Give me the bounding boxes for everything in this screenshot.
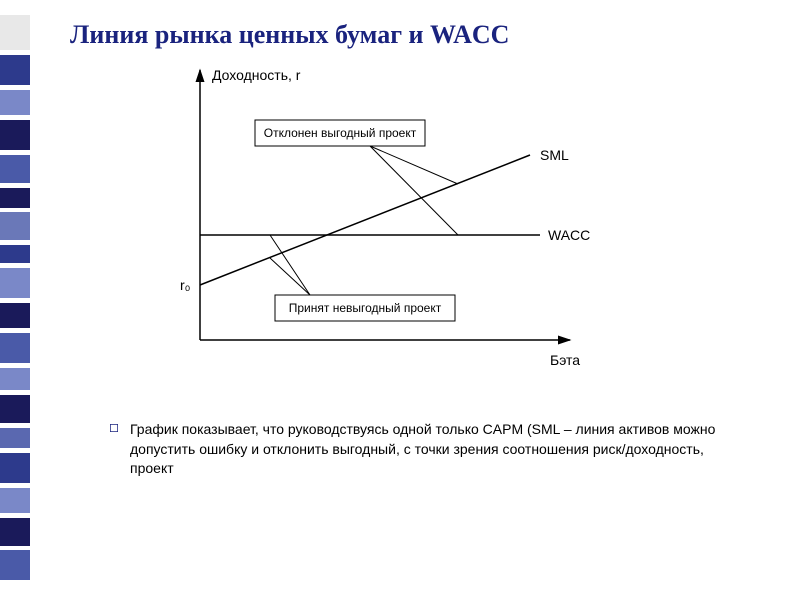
sidebar-block [0,188,30,208]
sidebar-block [0,55,30,85]
bullet-item: График показывает, что руководствуясь од… [110,420,730,479]
svg-text:r₀: r₀ [180,277,191,293]
sidebar-block [0,368,30,390]
sidebar-block [0,333,30,363]
sidebar-block [0,15,30,50]
svg-text:SML: SML [540,147,569,163]
sidebar-block [0,120,30,150]
svg-text:Отклонен выгодный проект: Отклонен выгодный проект [264,126,417,140]
sidebar-block [0,155,30,183]
svg-text:Принят невыгодный проект: Принят невыгодный проект [289,301,442,315]
svg-text:Бэта: Бэта [550,352,580,368]
sidebar-block [0,453,30,483]
slide-title: Линия рынка ценных бумаг и WACC [70,20,509,50]
sidebar-block [0,550,30,580]
svg-text:Доходность, r: Доходность, r [212,67,301,83]
decorative-sidebar [0,0,30,600]
sidebar-block [0,488,30,513]
sidebar-block [0,268,30,298]
sidebar-block [0,428,30,448]
bullet-text: График показывает, что руководствуясь од… [130,420,730,479]
sidebar-block [0,303,30,328]
sml-wacc-chart: Отклонен выгодный проект Принят невыгодны… [140,60,620,380]
sidebar-block [0,395,30,423]
bullet-square-icon [110,424,118,432]
sidebar-block [0,212,30,240]
sidebar-block [0,90,30,115]
sidebar-block [0,518,30,546]
svg-text:WACC: WACC [548,227,590,243]
sidebar-block [0,245,30,263]
